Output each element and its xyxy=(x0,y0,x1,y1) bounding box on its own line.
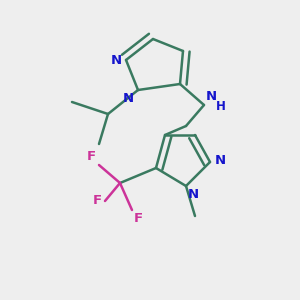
Text: F: F xyxy=(93,194,102,208)
Text: N: N xyxy=(110,53,122,67)
Text: N: N xyxy=(206,91,217,103)
Text: F: F xyxy=(134,212,142,225)
Text: N: N xyxy=(214,154,226,167)
Text: F: F xyxy=(87,150,96,163)
Text: N: N xyxy=(122,92,134,104)
Text: N: N xyxy=(188,188,199,201)
Text: H: H xyxy=(215,100,225,113)
